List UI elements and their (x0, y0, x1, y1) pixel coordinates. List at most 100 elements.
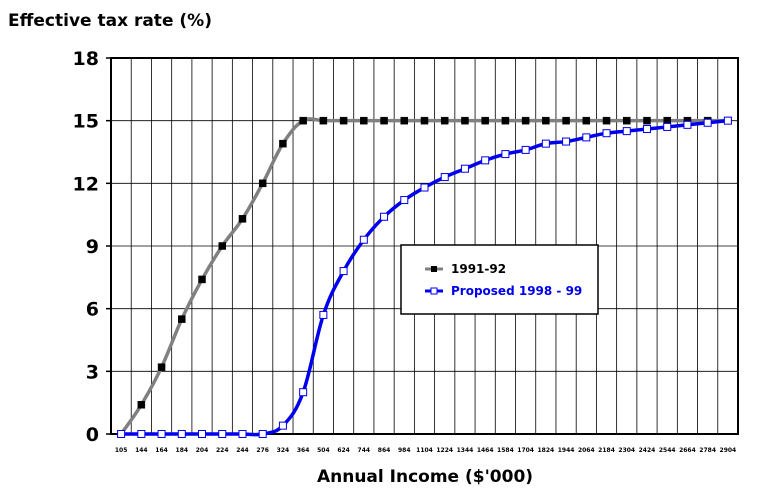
x-tick-label: 324 (277, 447, 290, 454)
x-tick-label: 276 (256, 447, 269, 454)
series-point-0 (562, 116, 570, 125)
y-tick-label: 15 (73, 111, 99, 133)
x-tick-label: 624 (337, 447, 350, 454)
x-tick-label: 1344 (457, 447, 474, 454)
y-axis-title: Effective tax rate (%) (8, 11, 212, 31)
series-point-1 (177, 430, 186, 438)
series-point-1 (481, 156, 490, 165)
x-tick-label: 2424 (639, 447, 656, 454)
series-point-0 (542, 116, 550, 125)
series-point-1 (380, 212, 389, 221)
legend-box (400, 244, 599, 315)
series-point-0 (501, 116, 510, 125)
series-point-0 (643, 116, 651, 125)
x-tick-label: 984 (398, 447, 411, 454)
series-point-1 (562, 137, 571, 146)
series-point-1 (521, 145, 530, 154)
series-point-0 (279, 139, 287, 148)
series-point-1 (278, 421, 287, 430)
x-tick-label: 144 (135, 447, 148, 454)
series-point-0 (623, 116, 631, 125)
x-tick-label: 504 (317, 447, 330, 454)
y-tick-label: 12 (73, 173, 99, 195)
series-point-1 (703, 118, 712, 127)
series-point-1 (420, 183, 429, 192)
series-point-0 (602, 116, 611, 125)
series-point-1 (400, 196, 409, 205)
x-tick-label: 2184 (598, 447, 615, 454)
series-point-0 (339, 116, 348, 125)
y-tick-label: 9 (86, 236, 99, 258)
series-point-0 (157, 363, 166, 371)
y-tick-label: 0 (86, 424, 99, 446)
series-point-1 (258, 430, 267, 438)
series-point-0 (137, 401, 146, 409)
series-point-1 (723, 116, 732, 125)
series-point-1 (663, 122, 672, 131)
series-point-0 (360, 116, 368, 125)
series-point-0 (198, 275, 206, 284)
x-tick-label: 184 (176, 447, 189, 454)
series-point-0 (380, 116, 388, 125)
series-point-0 (258, 179, 267, 188)
series-point-1 (501, 150, 510, 159)
series-point-0 (178, 315, 186, 323)
series-point-0 (440, 116, 449, 125)
x-tick-label: 864 (378, 447, 391, 454)
series-point-1 (460, 164, 469, 173)
x-tick-label: 244 (236, 447, 249, 454)
y-tick-label: 6 (86, 299, 99, 321)
x-tick-label: 1584 (497, 447, 514, 454)
series-point-1 (319, 310, 328, 319)
series-point-0 (238, 215, 247, 223)
x-tick-label: 2904 (720, 447, 737, 454)
series-point-0 (420, 116, 429, 125)
series-point-0 (521, 116, 530, 125)
x-tick-label: 1104 (416, 447, 433, 454)
series-point-1 (198, 430, 207, 438)
x-tick-label: 1704 (517, 447, 534, 454)
series-point-1 (238, 430, 247, 438)
x-tick-label: 1824 (538, 447, 555, 454)
x-tick-label: 204 (196, 447, 209, 454)
series-point-1 (642, 125, 651, 134)
x-axis-title: Annual Income ($'000) (317, 467, 533, 487)
series-point-1 (157, 430, 166, 438)
x-tick-label: 744 (358, 447, 371, 454)
x-tick-label: 164 (155, 447, 168, 454)
series-point-0 (299, 116, 307, 125)
series-point-0 (218, 242, 226, 250)
x-tick-label: 224 (216, 447, 229, 454)
x-tick-label: 105 (115, 447, 128, 454)
legend: 1991-92 Proposed 1998 - 99 (400, 244, 599, 315)
series-point-1 (683, 120, 692, 129)
series-point-1 (622, 127, 631, 136)
x-tick-label: 1224 (436, 447, 453, 454)
legend-marker-1991-92 (431, 266, 437, 272)
x-tick-label: 2064 (578, 447, 595, 454)
x-tick-label: 1944 (558, 447, 575, 454)
legend-label-1991-92: 1991-92 (451, 262, 506, 276)
x-tick-label: 2304 (618, 447, 635, 454)
series-point-0 (481, 116, 489, 125)
x-tick-label: 2664 (679, 447, 696, 454)
legend-label-proposed: Proposed 1998 - 99 (451, 284, 582, 298)
series-point-1 (299, 388, 308, 397)
series-point-1 (582, 133, 591, 142)
x-tick-label: 364 (297, 447, 310, 454)
series-point-1 (440, 173, 449, 182)
series-point-1 (218, 430, 227, 438)
series-point-1 (541, 139, 550, 148)
y-tick-label: 18 (73, 48, 99, 70)
y-tick-label: 3 (86, 361, 99, 383)
x-tick-label: 1464 (477, 447, 494, 454)
series-point-1 (117, 430, 126, 438)
x-tick-label: 2544 (659, 447, 676, 454)
series-point-1 (359, 235, 368, 244)
series-point-0 (582, 116, 591, 125)
series-point-0 (400, 116, 409, 125)
legend-marker-proposed (430, 287, 438, 295)
x-tick-label: 2784 (699, 447, 716, 454)
series-point-0 (319, 116, 328, 125)
